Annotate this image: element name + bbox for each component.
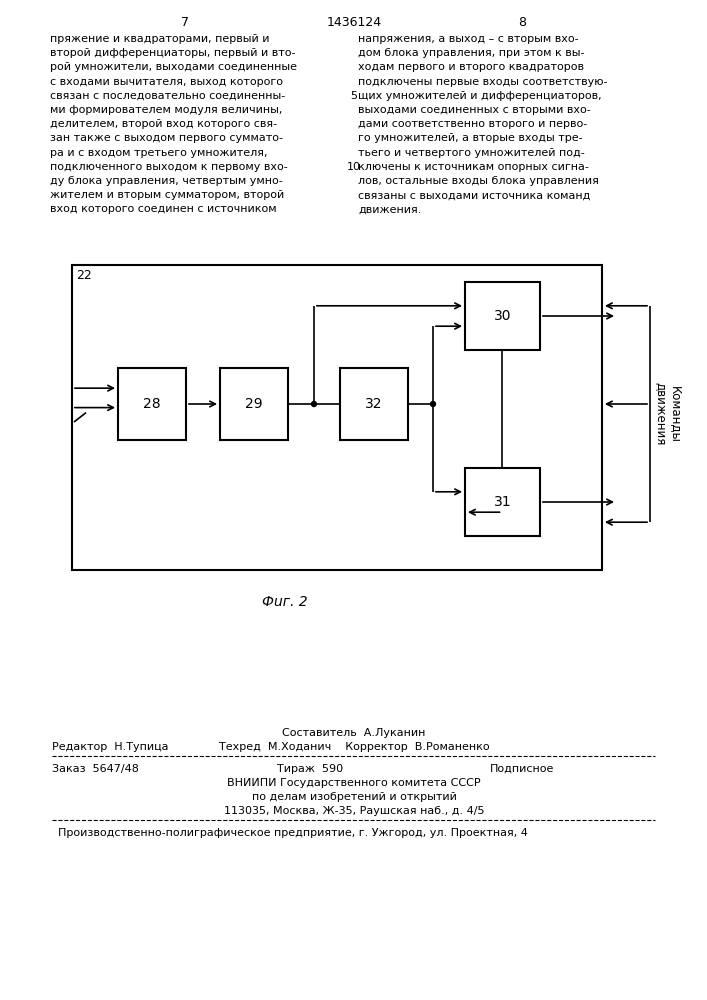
Text: жителем и вторым сумматором, второй: жителем и вторым сумматором, второй [50,190,284,200]
Text: рой умножители, выходами соединенные: рой умножители, выходами соединенные [50,62,297,72]
Text: по делам изобретений и открытий: по делам изобретений и открытий [252,792,457,802]
Text: подключены первые входы соответствую-: подключены первые входы соответствую- [358,77,607,87]
Text: Подписное: Подписное [490,764,554,774]
Text: 28: 28 [144,397,160,411]
Text: подключенного выходом к первому вхо-: подключенного выходом к первому вхо- [50,162,288,172]
Text: щих умножителей и дифференциаторов,: щих умножителей и дифференциаторов, [358,91,602,101]
Text: вход которого соединен с источником: вход которого соединен с источником [50,204,276,214]
Text: го умножителей, а вторые входы тре-: го умножителей, а вторые входы тре- [358,133,583,143]
Text: дами соответственно второго и перво-: дами соответственно второго и перво- [358,119,588,129]
Bar [118,368,186,440]
Text: 113035, Москва, Ж-35, Раушская наб., д. 4/5: 113035, Москва, Ж-35, Раушская наб., д. … [223,806,484,816]
Bar [72,265,602,570]
Text: 8: 8 [518,16,526,29]
Circle shape [312,401,317,406]
Text: ходам первого и второго квадраторов: ходам первого и второго квадраторов [358,62,584,72]
Text: Составитель  А.Луканин: Составитель А.Луканин [282,728,426,738]
Bar [465,282,540,350]
Text: лов, остальные входы блока управления: лов, остальные входы блока управления [358,176,599,186]
Text: Заказ  5647/48: Заказ 5647/48 [52,764,139,774]
Text: делителем, второй вход которого свя-: делителем, второй вход которого свя- [50,119,277,129]
Text: 31: 31 [493,495,511,509]
Text: Производственно-полиграфическое предприятие, г. Ужгород, ул. Проектная, 4: Производственно-полиграфическое предприя… [58,828,528,838]
Text: 5: 5 [351,91,358,101]
Text: связаны с выходами источника команд: связаны с выходами источника команд [358,190,590,200]
Text: Редактор  Н.Тупица: Редактор Н.Тупица [52,742,168,752]
Text: ду блока управления, четвертым умно-: ду блока управления, четвертым умно- [50,176,283,186]
Text: ВНИИПИ Государственного комитета СССР: ВНИИПИ Государственного комитета СССР [227,778,481,788]
Text: 1436124: 1436124 [327,16,382,29]
Text: Фuг. 2: Фuг. 2 [262,595,308,609]
Text: с входами вычитателя, выход которого: с входами вычитателя, выход которого [50,77,283,87]
Bar [465,468,540,536]
Text: связан с последовательно соединенны-: связан с последовательно соединенны- [50,91,285,101]
Text: дом блока управления, при этом к вы-: дом блока управления, при этом к вы- [358,48,585,58]
Text: 30: 30 [493,309,511,323]
Text: напряжения, а выход – с вторым вхо-: напряжения, а выход – с вторым вхо- [358,34,578,44]
Text: тьего и четвертого умножителей под-: тьего и четвертого умножителей под- [358,148,585,158]
Text: 32: 32 [366,397,382,411]
Text: Команды
движения: Команды движения [654,382,682,446]
Text: 22: 22 [76,269,92,282]
Bar [340,368,408,440]
Text: 29: 29 [245,397,263,411]
Text: выходами соединенных с вторыми вхо-: выходами соединенных с вторыми вхо- [358,105,591,115]
Text: второй дифференциаторы, первый и вто-: второй дифференциаторы, первый и вто- [50,48,296,58]
Text: Техред  М.Ходанич    Корректор  В.Романенко: Техред М.Ходанич Корректор В.Романенко [218,742,489,752]
Bar [220,368,288,440]
Text: 10: 10 [347,162,361,172]
Text: ми формирователем модуля величины,: ми формирователем модуля величины, [50,105,282,115]
Text: зан также с выходом первого суммато-: зан также с выходом первого суммато- [50,133,283,143]
Text: ключены к источникам опорных сигна-: ключены к источникам опорных сигна- [358,162,589,172]
Text: 7: 7 [181,16,189,29]
Text: движения.: движения. [358,204,421,214]
Circle shape [431,401,436,406]
Text: пряжение и квадраторами, первый и: пряжение и квадраторами, первый и [50,34,269,44]
Text: ра и с входом третьего умножителя,: ра и с входом третьего умножителя, [50,148,267,158]
Text: Тираж  590: Тираж 590 [277,764,343,774]
